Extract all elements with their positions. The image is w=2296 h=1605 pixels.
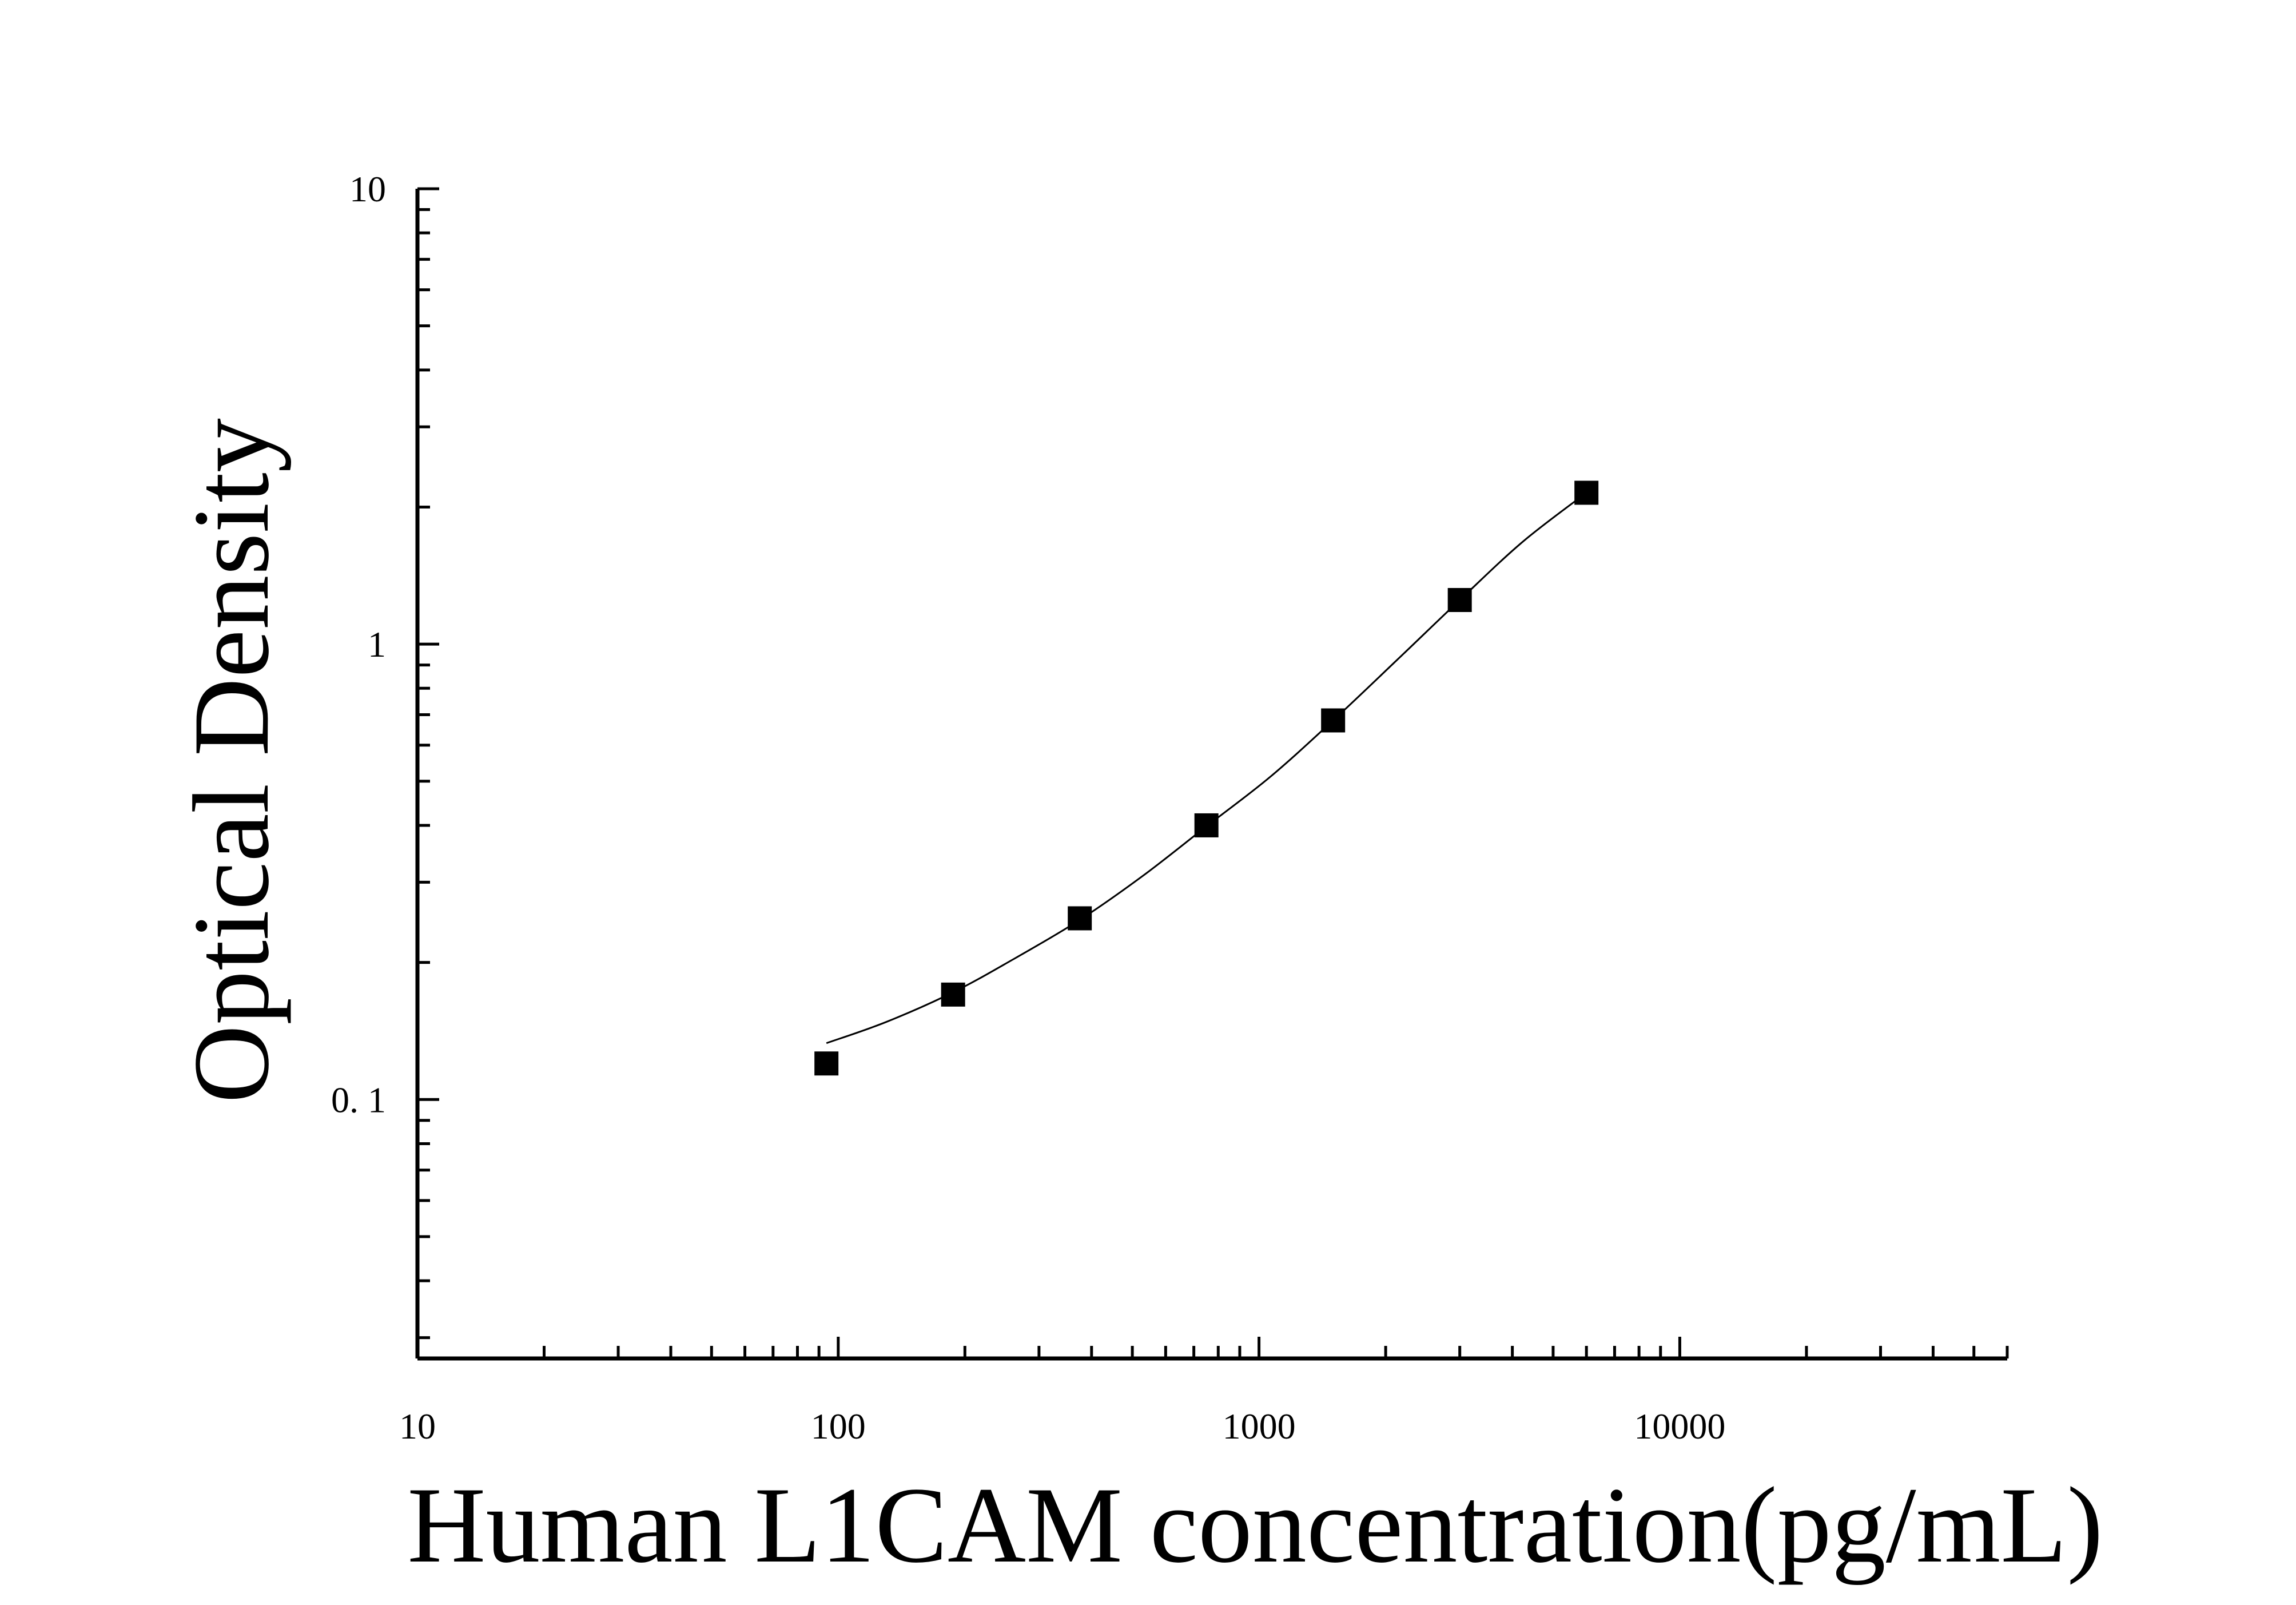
data-point xyxy=(1447,587,1472,612)
tick-labels-layer: 10 100 1000 10000 10 1 0. 1 xyxy=(331,169,1725,1447)
y-tick-label: 0. 1 xyxy=(331,1079,386,1120)
data-point xyxy=(1321,708,1346,733)
data-point xyxy=(1574,480,1599,505)
x-tick-label: 10 xyxy=(399,1406,436,1447)
x-axis-title: Human L1CAM concentration(pg/mL) xyxy=(407,1465,2103,1586)
axes xyxy=(415,189,2007,1361)
data-point xyxy=(1068,906,1092,931)
x-tick-label: 10000 xyxy=(1634,1406,1725,1447)
data-point xyxy=(1194,813,1219,837)
ticks xyxy=(416,187,2009,1358)
data-point xyxy=(814,1051,839,1076)
x-tick-label: 1000 xyxy=(1223,1406,1296,1447)
y-tick-label: 10 xyxy=(349,169,386,209)
x-tick-label: 100 xyxy=(811,1406,866,1447)
data-points-layer xyxy=(814,480,1599,1076)
y-tick-label: 1 xyxy=(368,624,386,665)
y-axis-title: Optical Density xyxy=(172,418,292,1103)
data-point xyxy=(941,982,965,1007)
